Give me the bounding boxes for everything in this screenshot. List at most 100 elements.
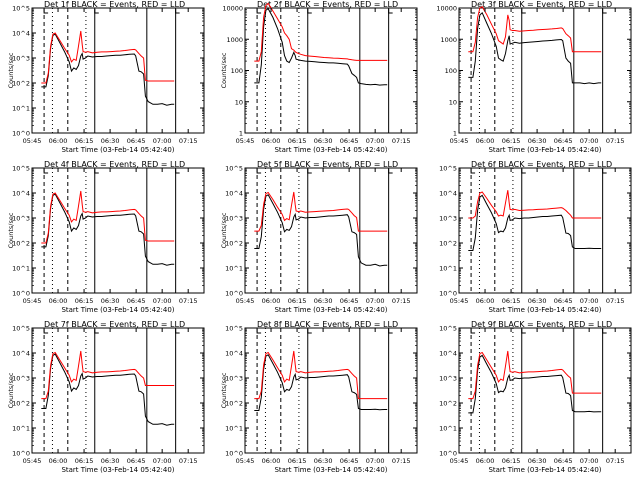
x-tick-label: 06:15 [288, 297, 307, 305]
events-series-line [41, 353, 175, 426]
x-tick-label: 06:30 [314, 137, 333, 145]
y-axis-label: Counts/sec [220, 212, 228, 248]
plot-frame [244, 7, 418, 134]
y-axis-label: Counts/sec [7, 52, 15, 88]
interval-bracket [43, 329, 49, 334]
x-tick-label: 06:15 [288, 137, 307, 145]
x-tick-label: 07:00 [366, 297, 385, 305]
x-tick-label: 06:30 [101, 457, 120, 465]
x-tick-label: 06:45 [554, 457, 573, 465]
y-tick-label: 10^3 [12, 215, 30, 223]
plot-frame [244, 167, 418, 294]
interval-bracket [470, 329, 476, 334]
y-tick-label: 10000 [222, 5, 243, 13]
x-tick-label: 06:30 [101, 297, 120, 305]
y-tick-label: 10^1 [12, 265, 30, 273]
x-tick-label: 06:15 [288, 457, 307, 465]
y-axis-label: Counts/sec [220, 52, 228, 88]
y-tick-label: 10^1 [12, 425, 30, 433]
y-tick-label: 10^4 [225, 190, 243, 198]
lld-series-line [468, 190, 602, 219]
x-tick-label: 06:45 [127, 137, 146, 145]
plot-frame [31, 7, 205, 134]
x-tick-label: 06:15 [75, 137, 94, 145]
lightcurve-panel: Det 1f BLACK = Events, RED = LLD 10^0 10^1… [7, 0, 205, 154]
events-series-line [41, 193, 175, 266]
events-series-line [41, 33, 175, 106]
panel-title: Det 5f BLACK = Events, RED = LLD [257, 160, 398, 169]
y-tick-label: 1 [239, 130, 243, 138]
x-axis-label: Start Time (03-Feb-14 05:42:40) [274, 306, 387, 314]
lld-series-line [254, 191, 388, 232]
lightcurve-panel: Det 5f BLACK = Events, RED = LLD 10^0 10^1… [220, 160, 418, 314]
x-tick-label: 06:00 [262, 297, 281, 305]
plot-frame [31, 327, 205, 454]
lld-series-line [41, 30, 175, 84]
interval-bracket [307, 169, 312, 174]
interval-bracket [175, 329, 180, 334]
x-tick-label: 06:45 [340, 137, 359, 145]
events-series-line [254, 7, 388, 86]
y-tick-label: 10 [235, 98, 243, 106]
panel-title: Det 3f BLACK = Events, RED = LLD [471, 0, 612, 9]
x-tick-label: 06:30 [528, 297, 547, 305]
interval-bracket [94, 329, 99, 334]
events-series-line [468, 194, 602, 251]
interval-bracket [94, 9, 99, 14]
interval-bracket [470, 9, 476, 14]
x-tick-label: 07:00 [153, 137, 172, 145]
lld-series-line [468, 6, 602, 53]
x-axis-label: Start Time (03-Feb-14 05:42:40) [488, 306, 601, 314]
y-tick-label: 10^3 [225, 215, 243, 223]
events-series-line [468, 11, 602, 85]
x-tick-label: 07:00 [580, 457, 599, 465]
x-tick-label: 06:30 [528, 457, 547, 465]
x-tick-label: 06:00 [262, 137, 281, 145]
x-tick-label: 06:00 [49, 457, 68, 465]
x-tick-label: 05:45 [236, 297, 255, 305]
lightcurve-panel: Det 4f BLACK = Events, RED = LLD 10^0 10^1… [7, 160, 205, 314]
x-tick-label: 05:45 [450, 457, 469, 465]
y-axis-label: Counts/sec [7, 372, 15, 408]
x-axis-label: Start Time (03-Feb-14 05:42:40) [488, 146, 601, 154]
interval-bracket [43, 9, 49, 14]
x-tick-label: 07:00 [366, 457, 385, 465]
y-tick-label: 10 [449, 98, 457, 106]
plot-frame [458, 7, 632, 134]
x-tick-label: 06:15 [75, 457, 94, 465]
panel-title: Det 8f BLACK = Events, RED = LLD [257, 320, 398, 329]
interval-bracket [256, 329, 262, 334]
y-tick-label: 10^2 [225, 400, 243, 408]
x-tick-label: 07:15 [392, 457, 411, 465]
x-axis-label: Start Time (03-Feb-14 05:42:40) [488, 466, 601, 474]
interval-bracket [307, 9, 312, 14]
y-tick-label: 10^3 [12, 375, 30, 383]
plot-frame [458, 167, 632, 294]
interval-bracket [602, 169, 607, 174]
plot-frame [458, 327, 632, 454]
y-tick-label: 10^3 [439, 215, 457, 223]
y-tick-label: 10^1 [12, 105, 30, 113]
interval-bracket [175, 169, 180, 174]
lightcurve-panel: Det 7f BLACK = Events, RED = LLD 10^0 10^1… [7, 320, 205, 474]
x-tick-label: 05:45 [450, 297, 469, 305]
y-axis-label: Counts/sec [220, 372, 228, 408]
y-tick-label: 10^3 [12, 55, 30, 63]
x-axis-label: Start Time (03-Feb-14 05:42:40) [274, 146, 387, 154]
lld-series-line [254, 2, 388, 62]
x-tick-label: 07:00 [580, 137, 599, 145]
x-tick-label: 06:15 [502, 297, 521, 305]
lightcurve-panel: Det 9f BLACK = Events, RED = LLD 10^0 10^1… [439, 320, 632, 474]
interval-bracket [307, 329, 312, 334]
panel-title: Det 2f BLACK = Events, RED = LLD [257, 0, 398, 9]
y-tick-label: 10^2 [439, 400, 457, 408]
panel-title: Det 6f BLACK = Events, RED = LLD [471, 160, 612, 169]
x-tick-label: 06:45 [554, 297, 573, 305]
plot-frame [31, 167, 205, 294]
y-tick-label: 10^1 [439, 425, 457, 433]
x-tick-label: 05:45 [23, 457, 42, 465]
x-axis-label: Start Time (03-Feb-14 05:42:40) [61, 306, 174, 314]
y-tick-label: 10^0 [439, 290, 457, 298]
y-tick-label: 10^5 [12, 5, 30, 13]
x-tick-label: 06:15 [75, 297, 94, 305]
